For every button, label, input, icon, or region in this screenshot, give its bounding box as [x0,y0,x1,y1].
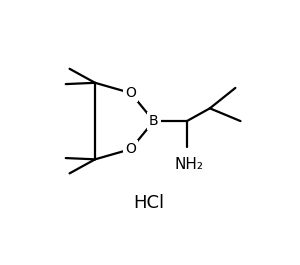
Text: HCl: HCl [133,194,164,212]
Text: B: B [149,114,159,128]
Text: O: O [125,86,136,100]
Text: NH₂: NH₂ [175,157,204,172]
Text: O: O [125,142,136,156]
